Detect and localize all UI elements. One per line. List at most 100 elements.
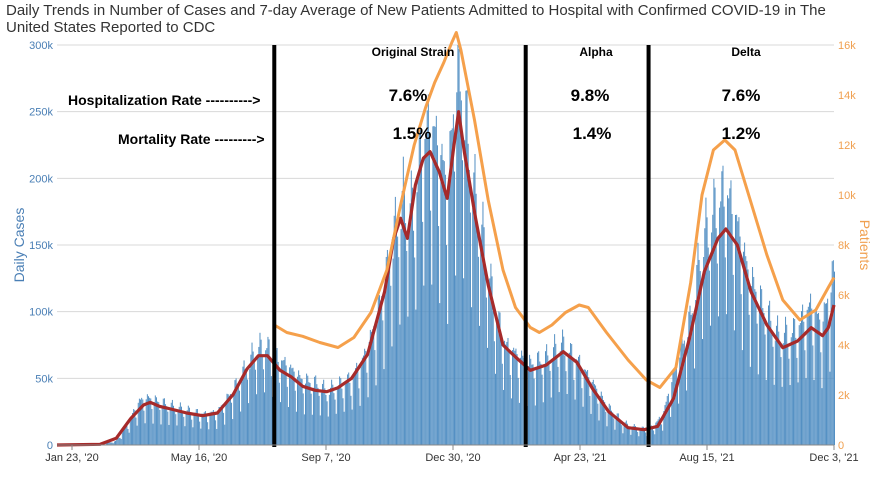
case-bar (225, 401, 227, 445)
case-bar (109, 442, 111, 445)
case-bar (680, 339, 682, 445)
case-bar (618, 418, 620, 445)
case-bar (126, 425, 128, 445)
case-bar (284, 356, 286, 445)
case-bar (213, 411, 215, 445)
case-bar (816, 313, 818, 445)
case-bar (311, 414, 313, 445)
case-bar (150, 398, 152, 445)
case-bar (190, 414, 192, 445)
case-bar (515, 348, 517, 445)
case-bar (266, 348, 268, 445)
case-bar (714, 187, 716, 445)
case-bar (709, 325, 711, 445)
case-bar (804, 350, 806, 445)
variant-dividers (272, 45, 651, 447)
case-bar (319, 415, 321, 445)
case-bar (291, 368, 293, 445)
case-bar (293, 371, 295, 445)
case-bar (216, 428, 218, 445)
case-bar (675, 363, 677, 445)
case-bar (733, 330, 735, 445)
case-bar (438, 226, 440, 445)
case-bar (545, 351, 547, 445)
case-bar (286, 386, 288, 445)
case-bar (704, 228, 706, 445)
case-bar (187, 405, 189, 445)
case-bar (677, 378, 678, 445)
case-bar (740, 294, 742, 445)
y2-tick-label: 0 (838, 440, 844, 452)
case-bar (501, 363, 503, 445)
case-bar (579, 354, 581, 445)
case-bar (681, 338, 683, 445)
case-bar (826, 303, 828, 445)
case-bar (679, 357, 681, 445)
case-bar (671, 382, 673, 445)
case-bar (372, 329, 374, 445)
case-bar (141, 397, 143, 445)
chart-title: Daily Trends in Number of Cases and 7-da… (6, 2, 826, 36)
case-bar (824, 303, 826, 445)
case-bar (357, 370, 359, 445)
case-bar (575, 359, 577, 445)
case-bar (310, 393, 312, 445)
case-bar (598, 420, 600, 445)
case-bar (821, 388, 823, 445)
case-bar (775, 325, 777, 445)
case-bar (772, 346, 774, 445)
case-bar (305, 383, 306, 445)
case-bar (553, 347, 554, 445)
case-bar (303, 414, 305, 445)
case-bar (539, 361, 541, 445)
case-bar (261, 356, 263, 445)
case-bar (513, 347, 515, 445)
case-bar (241, 381, 243, 445)
case-bar (562, 329, 564, 445)
case-bar (254, 369, 256, 445)
case-bar (204, 411, 206, 445)
case-bar (474, 153, 476, 445)
case-bar (706, 217, 708, 445)
case-bar (819, 319, 821, 445)
case-bar (464, 140, 466, 445)
case-bar (449, 131, 451, 446)
case-bar (136, 425, 138, 445)
case-bar (557, 366, 559, 445)
case-bar (830, 292, 832, 445)
case-bar (509, 375, 511, 445)
case-bar (828, 326, 830, 445)
case-bar (584, 369, 586, 445)
case-bar (427, 94, 429, 445)
case-bar (595, 385, 597, 445)
case-bar (391, 346, 393, 445)
case-bar (408, 221, 410, 445)
case-bar (168, 424, 170, 445)
case-bar (818, 312, 820, 445)
case-bar (215, 420, 217, 445)
case-bar (656, 421, 658, 445)
case-bar (732, 274, 734, 445)
case-bar (443, 161, 445, 445)
case-bar (409, 203, 411, 445)
daily-cases-bars (58, 45, 835, 446)
y2-tick-label: 4k (838, 340, 850, 352)
case-bar (541, 374, 543, 445)
case-bar (417, 175, 419, 445)
case-bar (741, 350, 743, 445)
case-bar (115, 440, 116, 445)
case-bar (322, 383, 324, 445)
case-bar (389, 264, 391, 445)
x-tick-label: Apr 23, '21 (554, 452, 607, 464)
case-bar (140, 399, 142, 445)
axes: 0 50k 100k 150k 200k 250k 300k 0 2k 4k 6k 8k 10k 12k 1… (11, 40, 870, 464)
case-bar (484, 267, 486, 445)
case-bar (459, 91, 461, 446)
case-bar (546, 344, 548, 445)
case-bar (165, 404, 167, 445)
y-tick-label: 100k (29, 307, 53, 319)
case-bar (353, 372, 355, 445)
case-bar (298, 370, 300, 445)
case-bar (496, 316, 498, 445)
case-bar (748, 314, 750, 445)
